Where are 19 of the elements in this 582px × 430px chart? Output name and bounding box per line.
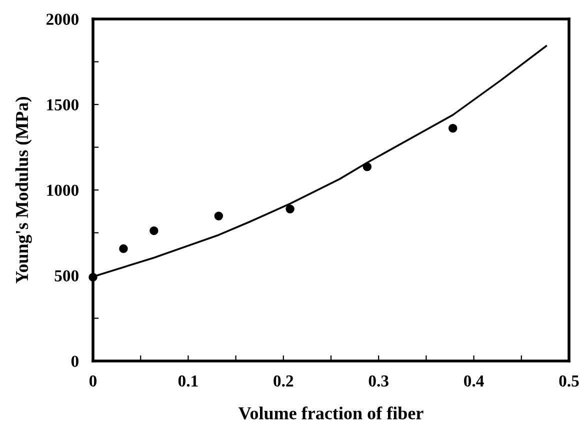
point <box>150 226 158 236</box>
y-tick-label: 1000 <box>47 184 78 196</box>
point <box>214 212 224 220</box>
x-tick-label: 0.5 <box>559 375 579 387</box>
y-tick-label: 0 <box>71 356 78 367</box>
point <box>448 124 458 133</box>
x-tick-label: 0.4 <box>464 375 484 387</box>
x-tick-label: 0.2 <box>274 375 294 387</box>
y-axis-title: Young's Modulus (MPa) <box>15 96 32 284</box>
x-axis-title: Volume fraction of fiber <box>238 406 424 420</box>
point <box>362 162 372 172</box>
y-tick-label: 2000 <box>46 14 78 25</box>
point <box>119 244 128 254</box>
y-tick-label: 1500 <box>47 99 78 110</box>
x-tick-label: 0.3 <box>368 375 388 387</box>
x-tick-label: 0 <box>89 375 97 387</box>
x-tick-label: 0.1 <box>178 375 198 387</box>
point <box>286 204 294 214</box>
y-tick-label: 500 <box>54 270 78 282</box>
